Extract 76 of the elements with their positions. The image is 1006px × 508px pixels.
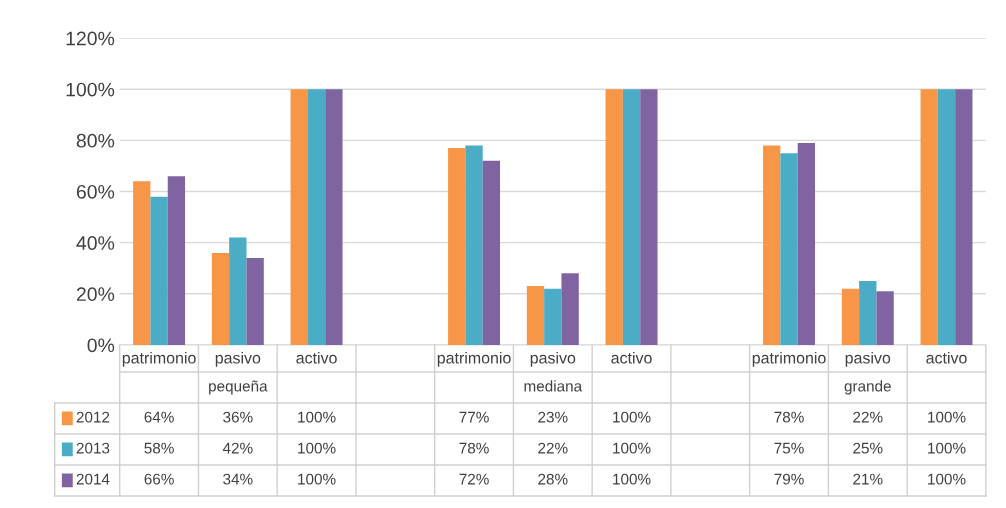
data-label: 78% — [774, 411, 804, 423]
x-tick-label: pasivo — [215, 351, 261, 367]
data-label: 72% — [459, 473, 489, 485]
data-label: 100% — [928, 411, 966, 423]
bar — [246, 258, 264, 345]
bar — [622, 89, 641, 345]
bar — [167, 176, 186, 345]
x-tick-label: activo — [611, 351, 652, 364]
bar — [841, 288, 860, 345]
bar — [448, 148, 466, 345]
bar — [229, 237, 247, 345]
bar — [561, 273, 579, 345]
y-tick-label: 60% — [76, 184, 115, 199]
bar — [465, 145, 483, 345]
data-label: 34% — [223, 473, 253, 485]
bar — [640, 89, 658, 345]
text: mediana — [524, 380, 583, 392]
data-label: 100% — [613, 442, 651, 454]
y-tick-label: 100% — [66, 82, 115, 97]
data-label: 100% — [613, 473, 651, 485]
data-label: 22% — [538, 442, 568, 454]
data-label: 66% — [144, 473, 174, 485]
x-tick-label: patrimonio — [437, 351, 511, 367]
data-label: 100% — [613, 411, 651, 423]
x-tick-label: pasivo — [530, 351, 576, 367]
bar — [955, 89, 973, 345]
data-label: 100% — [298, 442, 336, 454]
x-tick-label: activo — [926, 351, 967, 364]
x-tick-label: activo — [296, 351, 337, 364]
x-tick-label: patrimonio — [752, 351, 826, 367]
data-label: 42% — [222, 442, 253, 454]
data-label: 78% — [459, 442, 489, 454]
bar — [763, 145, 781, 345]
data-label: 100% — [298, 473, 336, 485]
data-label: 100% — [298, 411, 336, 423]
bar — [150, 196, 168, 345]
legend-label: 2014 — [76, 473, 110, 485]
bar — [859, 281, 877, 345]
bar — [133, 181, 151, 345]
data-label: 79% — [774, 473, 804, 485]
text: pequeña — [209, 380, 268, 395]
bar — [605, 89, 623, 345]
data-label: 58% — [144, 442, 174, 454]
y-tick-label: 80% — [76, 133, 115, 148]
data-label: 77% — [459, 411, 489, 423]
bar — [920, 89, 938, 345]
data-label: 75% — [774, 442, 804, 454]
bar — [290, 89, 308, 345]
data-label: 25% — [853, 442, 883, 454]
data-label: 100% — [928, 473, 966, 485]
data-label: 100% — [928, 442, 966, 454]
bar — [544, 288, 562, 345]
y-tick-label: 0% — [87, 338, 115, 353]
legend-label: 2013 — [76, 442, 110, 454]
bar — [526, 286, 545, 345]
bar — [780, 153, 798, 345]
y-tick-label: 120% — [66, 31, 115, 46]
data-label: 36% — [223, 411, 253, 423]
x-tick-label: patrimonio — [122, 351, 196, 367]
y-tick-label: 40% — [76, 236, 115, 250]
x-tick-label: pasivo — [845, 351, 891, 367]
data-label: 23% — [538, 411, 568, 423]
bar — [876, 291, 894, 345]
bar — [797, 142, 816, 345]
bar — [211, 252, 230, 345]
y-tick-label: 20% — [76, 287, 115, 302]
bar — [937, 89, 956, 345]
bar — [307, 89, 326, 345]
bar — [325, 89, 343, 345]
bar — [482, 160, 501, 345]
data-label: 22% — [853, 411, 883, 423]
legend-label: 2012 — [76, 411, 110, 423]
text: grande — [844, 380, 891, 395]
data-label: 64% — [144, 411, 174, 423]
data-label: 28% — [538, 473, 568, 485]
data-label: 21% — [853, 473, 883, 485]
